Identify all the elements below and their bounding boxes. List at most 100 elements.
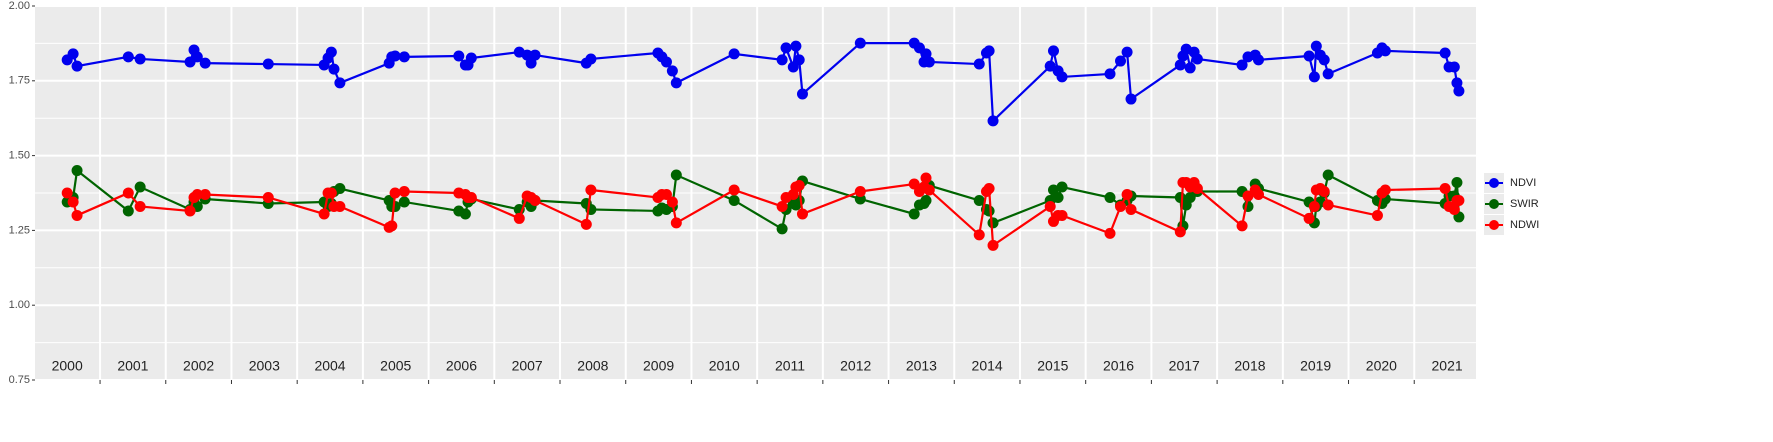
data-point xyxy=(1104,227,1116,239)
data-point xyxy=(67,196,79,208)
x-tick-label: 2021 xyxy=(1432,358,1463,374)
x-tick-label: 2015 xyxy=(1037,358,1068,374)
y-tick-label: 1.50 xyxy=(9,150,30,162)
data-point xyxy=(1308,200,1320,212)
data-point xyxy=(1121,46,1133,58)
data-point xyxy=(529,194,541,206)
legend-point xyxy=(1489,199,1499,209)
data-point xyxy=(793,180,805,192)
x-tick-label: 2002 xyxy=(183,358,214,374)
data-point xyxy=(325,46,337,58)
data-point xyxy=(1303,50,1315,62)
data-point xyxy=(776,223,788,235)
x-tick-label: 2003 xyxy=(249,358,280,374)
data-point xyxy=(262,58,274,70)
data-point xyxy=(1451,177,1463,189)
data-point xyxy=(389,50,401,62)
data-point xyxy=(987,217,999,229)
data-point xyxy=(987,239,999,251)
data-point xyxy=(580,218,592,230)
data-point xyxy=(776,54,788,66)
data-point xyxy=(1191,183,1203,195)
data-point xyxy=(1308,71,1320,83)
data-point xyxy=(398,51,410,63)
data-point xyxy=(386,220,398,232)
data-point xyxy=(793,54,805,66)
data-point xyxy=(1322,199,1334,211)
data-point xyxy=(1174,226,1186,238)
data-point xyxy=(1310,40,1322,52)
data-point xyxy=(660,56,672,68)
data-point xyxy=(122,187,134,199)
data-point xyxy=(1115,200,1127,212)
data-point xyxy=(459,208,471,220)
data-point xyxy=(923,184,935,196)
data-point xyxy=(1052,191,1064,203)
data-point xyxy=(453,50,465,62)
legend-label: NDVI xyxy=(1510,177,1536,189)
data-point xyxy=(61,187,73,199)
y-tick-label: 2.00 xyxy=(9,0,30,12)
data-point xyxy=(398,186,410,198)
data-point xyxy=(1121,188,1133,200)
data-point xyxy=(134,53,146,65)
x-tick-label: 2007 xyxy=(512,358,543,374)
x-tick-label: 2018 xyxy=(1234,358,1265,374)
data-point xyxy=(728,48,740,60)
data-point xyxy=(796,88,808,100)
data-point xyxy=(328,63,340,75)
data-point xyxy=(854,186,866,198)
data-point xyxy=(71,165,83,177)
legend-label: SWIR xyxy=(1510,198,1539,210)
legend-label: NDWI xyxy=(1510,219,1539,231)
legend-point xyxy=(1489,220,1499,230)
data-point xyxy=(184,205,196,217)
data-point xyxy=(1044,200,1056,212)
data-point xyxy=(67,48,79,60)
data-point xyxy=(1056,209,1068,221)
data-point xyxy=(670,169,682,181)
data-point xyxy=(318,208,330,220)
data-point xyxy=(1191,53,1203,65)
x-tick-label: 2012 xyxy=(840,358,871,374)
data-point xyxy=(585,184,597,196)
data-point xyxy=(389,187,401,199)
data-point xyxy=(776,200,788,212)
data-point xyxy=(666,196,678,208)
x-tick-label: 2011 xyxy=(775,358,805,374)
data-point xyxy=(920,194,932,206)
data-point xyxy=(1044,60,1056,72)
x-tick-label: 2020 xyxy=(1366,358,1397,374)
y-tick-label: 1.00 xyxy=(9,299,30,311)
data-point xyxy=(1448,203,1460,215)
data-point xyxy=(334,183,346,195)
data-point xyxy=(465,52,477,64)
data-point xyxy=(666,65,678,77)
data-point xyxy=(796,208,808,220)
data-point xyxy=(1379,184,1391,196)
data-point xyxy=(983,183,995,195)
data-point xyxy=(1318,186,1330,198)
data-point xyxy=(191,188,203,200)
data-point xyxy=(134,200,146,212)
data-point xyxy=(973,58,985,70)
x-tick-label: 2004 xyxy=(314,358,345,374)
data-point xyxy=(660,188,672,200)
data-point xyxy=(398,196,410,208)
data-point xyxy=(1125,93,1137,105)
x-tick-label: 2019 xyxy=(1300,358,1331,374)
data-point xyxy=(1322,169,1334,181)
data-point xyxy=(1242,190,1254,202)
data-point xyxy=(465,191,477,203)
data-point xyxy=(325,187,337,199)
data-point xyxy=(1448,61,1460,73)
data-point xyxy=(529,49,541,61)
data-point xyxy=(513,212,525,224)
x-tick-label: 2006 xyxy=(446,358,477,374)
x-tick-label: 2009 xyxy=(643,358,674,374)
x-tick-label: 2001 xyxy=(117,358,148,374)
data-point xyxy=(199,57,211,69)
x-tick-label: 2017 xyxy=(1169,358,1200,374)
data-point xyxy=(973,194,985,206)
data-point xyxy=(191,51,203,63)
